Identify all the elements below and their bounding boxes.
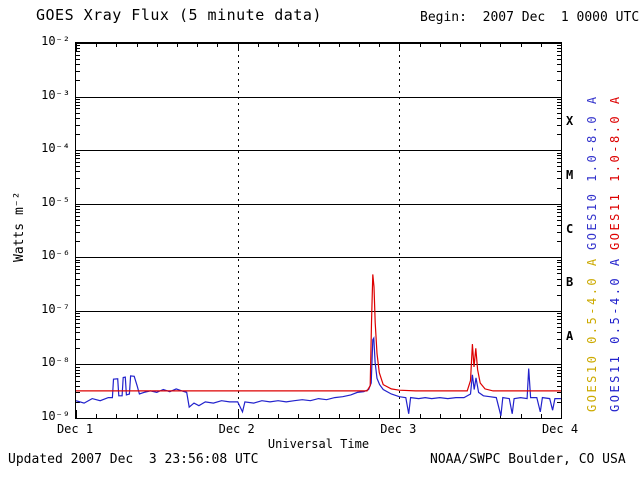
y-tick-label: 10⁻²	[41, 34, 70, 48]
updated-timestamp: Updated 2007 Dec 3 23:56:08 UTC	[8, 452, 259, 467]
flare-class-label-a: A	[566, 328, 574, 343]
axis-ticks	[76, 43, 562, 418]
flare-class-label-b: B	[566, 275, 574, 290]
trace-goes11-0.5-4.0-a	[76, 336, 561, 416]
x-tick-label: Dec 4	[541, 422, 579, 436]
y-tick-label: 10⁻⁸	[41, 355, 70, 370]
begin-time-label: Begin: 2007 Dec 1 0000 UTC	[420, 10, 640, 25]
x-tick-label: Dec 3	[380, 422, 417, 436]
y-tick-label: 10⁻⁷	[41, 301, 70, 316]
x-axis-label: Universal Time	[267, 437, 370, 451]
y-tick-label: 10⁻⁵	[41, 194, 70, 209]
chart-title: GOES Xray Flux (5 minute data)	[36, 6, 322, 24]
y-tick-label: 10⁻⁶	[41, 248, 70, 263]
y-tick-label: 10⁻⁹	[41, 409, 70, 423]
trace-goes11-1.0-8.0-a	[76, 274, 561, 392]
y-tick-label: 10⁻⁴	[41, 141, 70, 156]
grid-lines	[76, 43, 561, 419]
y-tick-label: 10⁻³	[41, 87, 70, 102]
noaa-credit-label: NOAA/SWPC Boulder, CO USA	[430, 452, 626, 467]
flare-class-label-x: X	[566, 114, 574, 129]
legend-goes10-1.0-8.0-a: GOES10 1.0-8.0 A	[585, 94, 599, 250]
data-traces	[76, 274, 561, 416]
x-tick-label: Dec 2	[218, 422, 255, 436]
flare-class-label-c: C	[566, 221, 574, 236]
plot-canvas	[76, 43, 562, 419]
legend-goes11-1.0-8.0-a: GOES11 1.0-8.0 A	[608, 94, 622, 250]
flare-class-label-m: M	[566, 167, 574, 182]
legend-goes11-0.5-4.0-a: GOES11 0.5-4.0 A	[608, 256, 622, 412]
x-tick-label: Dec 1	[56, 422, 94, 436]
plot-area	[75, 42, 562, 419]
legend-goes10-0.5-4.0-a: GOES10 0.5-4.0 A	[585, 256, 599, 412]
